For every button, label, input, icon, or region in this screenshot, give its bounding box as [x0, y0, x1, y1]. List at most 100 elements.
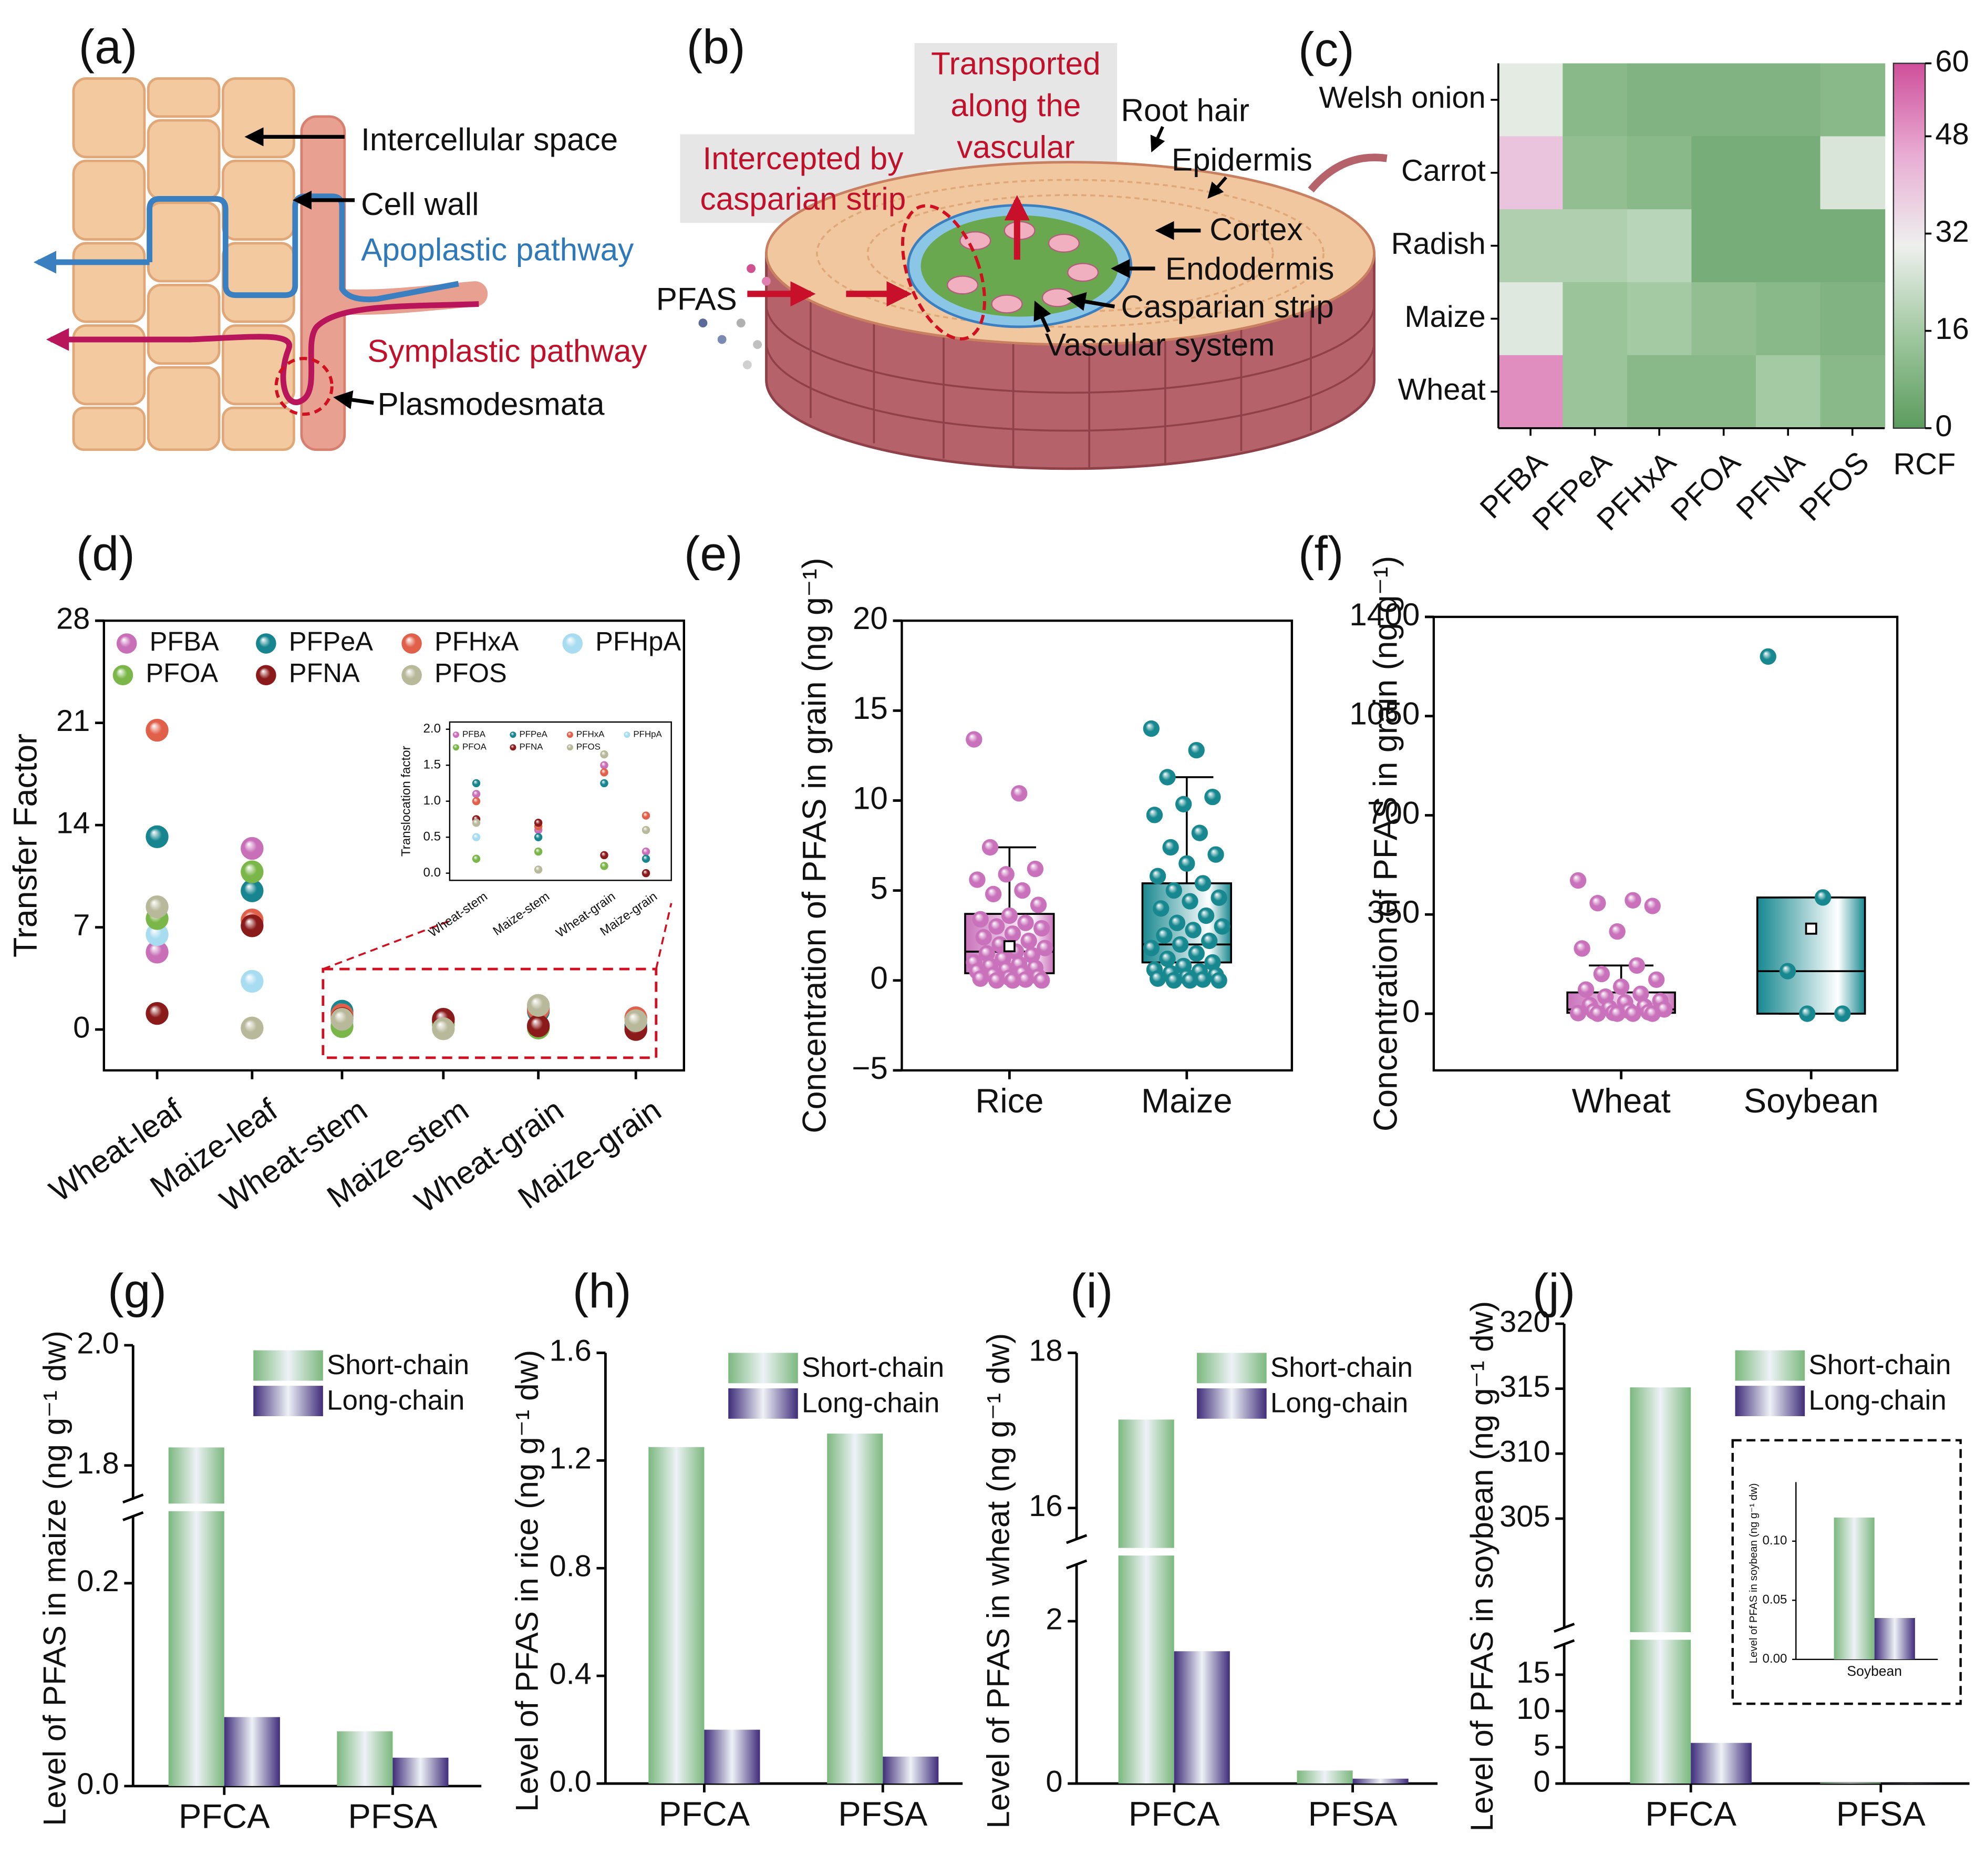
data-point: [1023, 947, 1040, 964]
colorbar-label: RCF: [1894, 447, 1956, 481]
data-point: [1834, 1005, 1851, 1022]
arrow: [1033, 300, 1051, 333]
data-point: [1814, 889, 1832, 906]
inset-point: [600, 779, 608, 788]
data-point: [1001, 907, 1018, 924]
y-tick-label: 305: [1499, 1500, 1550, 1533]
y-tick-label: 0: [1046, 1765, 1062, 1798]
heatmap-cell: [1820, 355, 1886, 429]
legend-label: PFHpA: [595, 626, 681, 656]
bar: [648, 1447, 705, 1784]
heatmap-cell: [1627, 136, 1692, 210]
legend-swatch: [253, 1386, 323, 1416]
legend-marker: [562, 633, 583, 654]
data-point: [432, 1017, 455, 1040]
axis-break: [1066, 1559, 1088, 1570]
x-tick-label: PFSA: [838, 1795, 928, 1833]
arrow: [333, 390, 374, 409]
bar: [1118, 1419, 1174, 1784]
y-tick-label: 0.0: [77, 1767, 119, 1801]
label-box: [914, 43, 1118, 170]
inset-point: [600, 862, 608, 870]
data-point: [1799, 1005, 1816, 1022]
y-axis-label: Level of PFAS in maize (ng g⁻¹ dw): [37, 1331, 73, 1826]
y-tick-label: 20: [853, 600, 888, 636]
annotation: Epidermis: [1172, 141, 1312, 177]
heatmap-cell: [1691, 136, 1757, 210]
legend-swatch: [1735, 1386, 1805, 1416]
inset-point: [600, 750, 608, 759]
data-point: [241, 860, 264, 883]
annotation: Endodermis: [1165, 251, 1335, 286]
legend-swatch: [1197, 1353, 1267, 1384]
zoom-line: [323, 920, 450, 970]
y-tick-label: −5: [852, 1050, 888, 1086]
heatmap-cell: [1820, 136, 1886, 210]
heatmap-cell: [1498, 209, 1564, 283]
y-tick-label: 0.4: [549, 1657, 591, 1691]
legend-label: PFOS: [435, 658, 507, 688]
inset-point: [472, 854, 481, 863]
data-point: [1182, 972, 1198, 989]
heatmap-cell: [1498, 282, 1564, 356]
data-point: [1017, 971, 1034, 988]
y-tick-label: 0: [870, 960, 888, 996]
data-point: [1609, 923, 1626, 940]
bar: [1352, 1778, 1409, 1784]
legend-label: PFBA: [150, 626, 219, 656]
column-label: PFOA: [1664, 445, 1747, 528]
data-point: [1004, 925, 1021, 942]
y-tick-label: 1.0: [423, 793, 441, 808]
heatmap-cell: [1691, 355, 1757, 429]
y-tick-label: 0: [1533, 1765, 1550, 1798]
data-point: [1159, 769, 1176, 786]
inset-point: [642, 847, 650, 856]
bar: [704, 1729, 760, 1784]
legend-label: Long-chain: [1808, 1385, 1946, 1416]
annotation: Root hair: [1121, 92, 1249, 128]
data-point: [1625, 892, 1641, 909]
y-tick-label: 0.10: [1762, 1533, 1787, 1548]
inset-legend-label: PFBA: [462, 729, 486, 739]
inset-point: [642, 811, 650, 820]
data-point: [526, 1014, 550, 1037]
y-tick-label: 5: [870, 870, 888, 906]
data-point: [624, 1009, 647, 1033]
heatmap-cell: [1563, 63, 1628, 137]
y-tick-label: 315: [1499, 1370, 1550, 1404]
legend-label: Long-chain: [1270, 1387, 1408, 1418]
data-point: [1011, 785, 1028, 802]
axis-break: [122, 1511, 144, 1521]
annotation: Apoplastic pathway: [361, 232, 634, 267]
plot-frame: [1432, 615, 1899, 1072]
y-tick-label: 0.2: [77, 1564, 119, 1598]
y-tick-label: 7: [73, 909, 90, 942]
y-axis-label: Level of PFAS in soybean (ng g⁻¹ dw): [1464, 1301, 1499, 1832]
cortex-ring: [866, 194, 1274, 313]
column-label: PFOS: [1793, 445, 1876, 528]
annotation: Cortex: [1209, 211, 1302, 247]
annotation: Intercepted by: [702, 140, 903, 176]
annotation: along the: [950, 87, 1081, 123]
data-point: [988, 918, 1005, 935]
inset-point: [472, 790, 481, 798]
y-tick-label: 0: [1402, 993, 1420, 1029]
zoom-box: [322, 967, 658, 1059]
annotation: Symplastic pathway: [367, 333, 647, 368]
data-point: [1197, 907, 1215, 924]
heatmap-cell: [1563, 355, 1628, 429]
y-axis-label: Concentration of PFAS in grain (ng g⁻¹): [1368, 556, 1404, 1131]
data-point: [1569, 1005, 1587, 1022]
inset-legend-label: PFPeA: [519, 729, 547, 739]
annotation: Casparian strip: [1121, 288, 1333, 324]
annotation: vascular: [957, 129, 1074, 164]
data-point: [1628, 957, 1646, 974]
data-point: [1149, 970, 1166, 987]
x-tick-label: Soybean: [1744, 1081, 1879, 1120]
inset-point: [472, 819, 481, 827]
y-tick-label: 1.5: [423, 758, 441, 772]
y-axis-label: Concentration of PFAS in grain (ng g⁻¹): [796, 558, 833, 1133]
x-tick-label: PFSA: [1308, 1795, 1398, 1833]
inset-point: [472, 797, 481, 806]
